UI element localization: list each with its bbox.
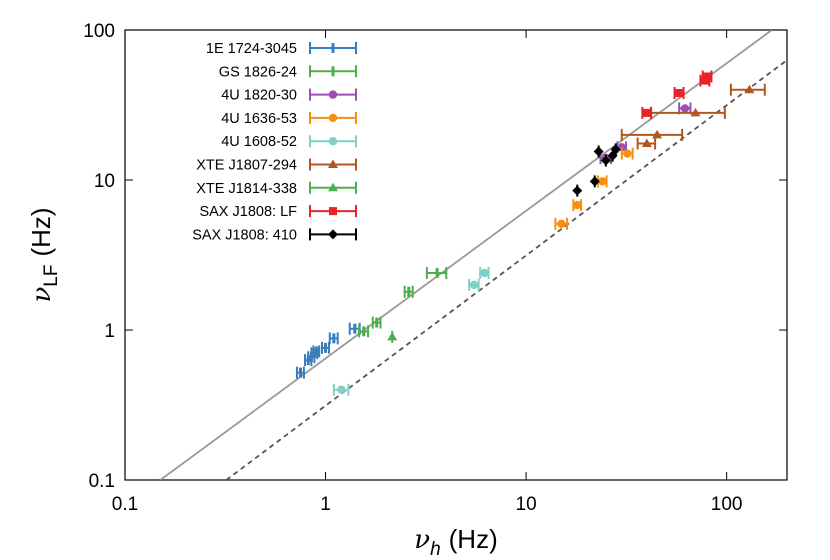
y-axis-label: νLF (Hz) (26, 207, 62, 302)
point (623, 149, 632, 158)
x-tick-label: 100 (711, 494, 743, 515)
x-tick-label: 1 (320, 494, 331, 515)
legend-marker (328, 182, 338, 192)
point (480, 268, 489, 278)
point (593, 146, 604, 157)
legend-marker (328, 137, 338, 146)
point (680, 104, 690, 113)
legend-label: SAX J1808: 410 (192, 227, 297, 243)
point (652, 129, 663, 139)
point (337, 385, 346, 394)
point (675, 89, 684, 98)
y-tick-label: 0.1 (89, 471, 115, 492)
point (469, 280, 479, 290)
point (744, 84, 755, 94)
axis-subscript: LF (41, 265, 62, 287)
legend-label: 4U 1608-52 (221, 134, 297, 150)
point (557, 219, 566, 229)
error-bar (620, 128, 684, 141)
x-axis-label: νh (Hz) (414, 524, 497, 560)
y-tick-label: 1 (104, 321, 115, 342)
point (700, 76, 709, 85)
point (690, 107, 701, 117)
y-tick-label: 10 (94, 171, 115, 192)
x-tick-label: 10 (516, 494, 537, 515)
point (572, 185, 583, 196)
plot-frame (124, 29, 788, 481)
reference-lines (159, 30, 787, 480)
legend-label: XTE J1807-294 (196, 158, 297, 174)
legend-label: 4U 1636-53 (221, 111, 297, 127)
point (641, 138, 652, 148)
point (598, 177, 607, 186)
point (387, 331, 398, 341)
x-tick-label: 0.1 (112, 494, 138, 515)
legend-label: SAX J1808: LF (199, 204, 297, 220)
legend-marker (329, 207, 337, 216)
reference-line (159, 30, 773, 480)
legend-marker (328, 229, 338, 240)
legend-marker (328, 113, 338, 123)
point (573, 200, 582, 210)
legend-label: GS 1826-24 (219, 64, 297, 80)
points (295, 70, 766, 396)
axis-unit: (Hz) (449, 524, 498, 554)
legend-marker (328, 159, 338, 168)
legend-label: 1E 1724-3045 (206, 41, 297, 57)
point (610, 144, 621, 155)
legend-label: 4U 1820-30 (221, 88, 297, 104)
legend-marker (328, 90, 338, 99)
point (642, 108, 651, 117)
axis-symbol: ν (27, 287, 57, 303)
axis-unit: (Hz) (26, 207, 56, 256)
point (703, 72, 712, 81)
point (600, 155, 611, 166)
legend-label: XTE J1814-338 (196, 181, 297, 197)
point (589, 176, 600, 187)
axis-subscript: h (430, 539, 441, 560)
y-tick-label: 100 (83, 21, 115, 42)
axis-symbol: ν (414, 525, 430, 555)
